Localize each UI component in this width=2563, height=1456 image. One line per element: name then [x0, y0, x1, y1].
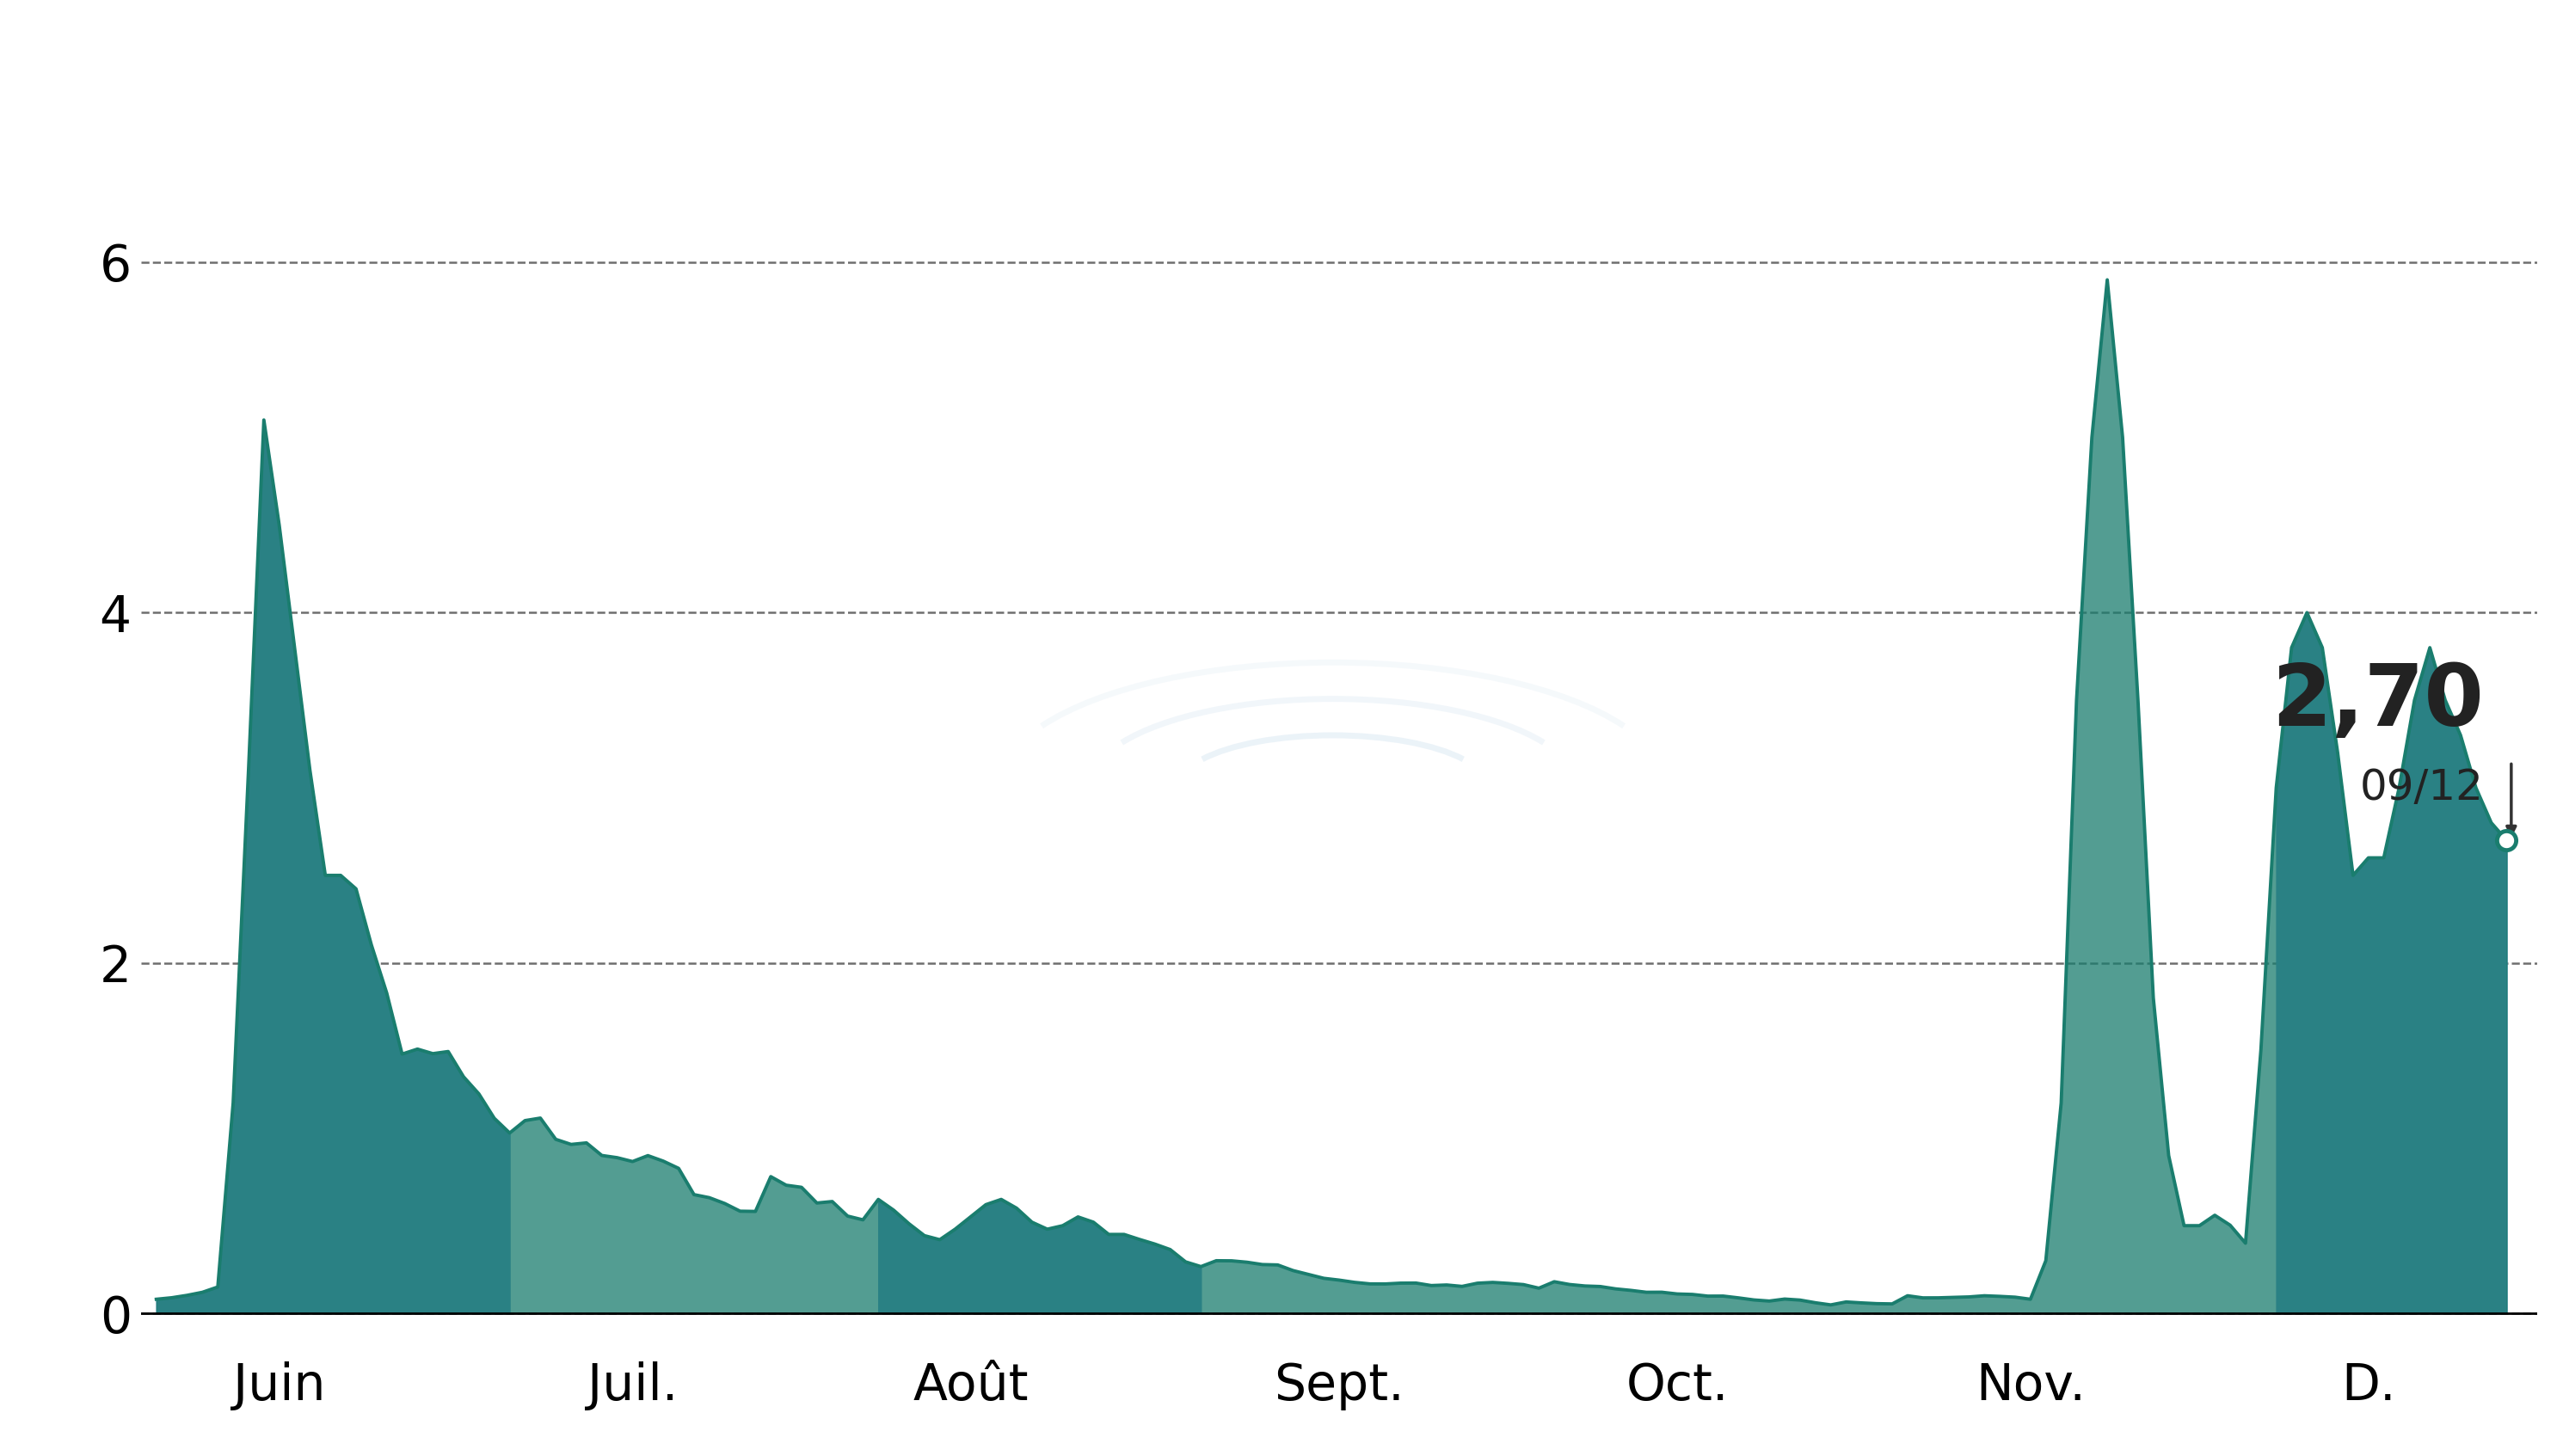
- Text: 09/12: 09/12: [2361, 767, 2484, 808]
- Text: Interactive Strength Inc.: Interactive Strength Inc.: [684, 31, 1879, 115]
- Text: 2,70: 2,70: [2271, 661, 2484, 744]
